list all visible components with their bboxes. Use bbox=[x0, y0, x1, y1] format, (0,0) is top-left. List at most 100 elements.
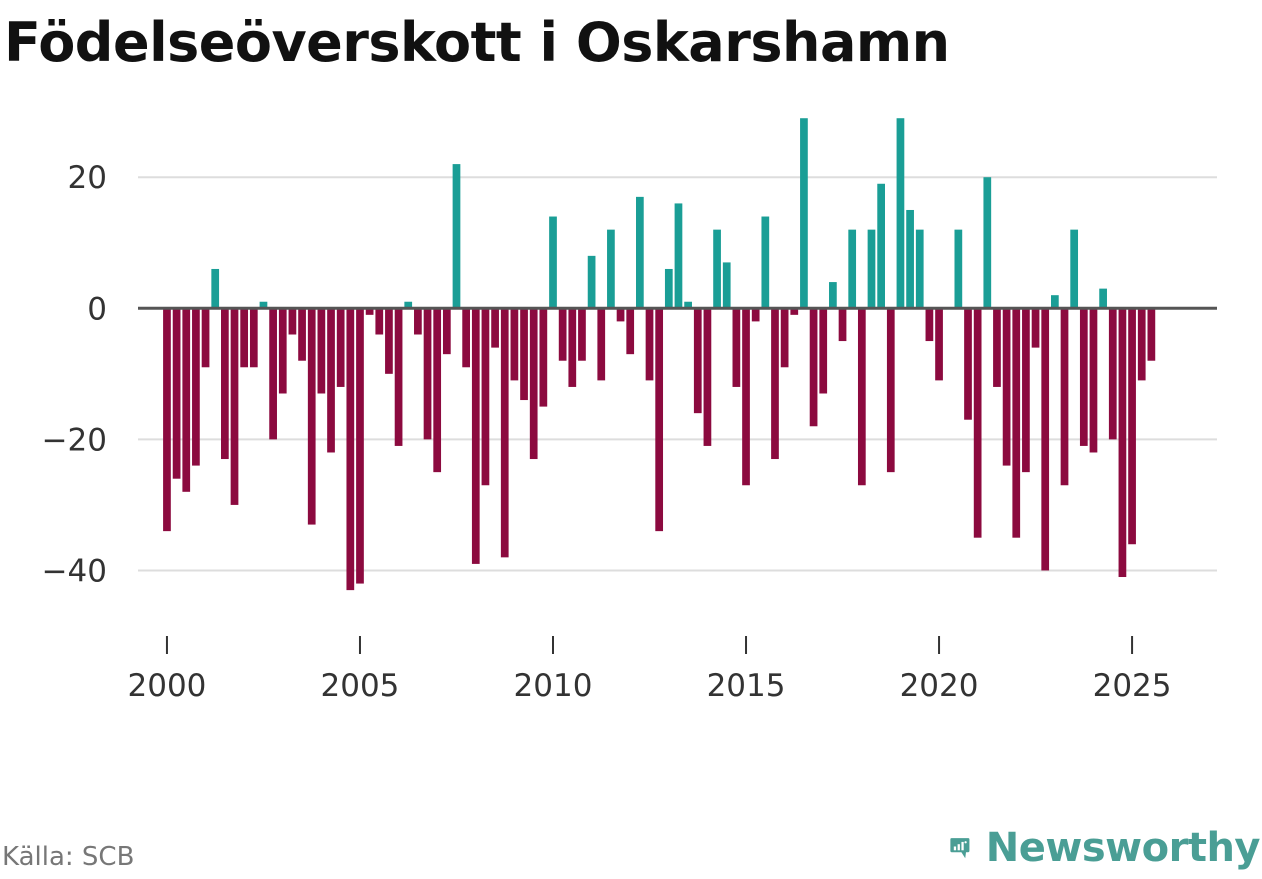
bar bbox=[886, 308, 895, 473]
bar bbox=[819, 308, 828, 394]
bar bbox=[964, 308, 972, 420]
bar bbox=[983, 177, 992, 309]
bar bbox=[182, 308, 191, 492]
bar bbox=[1060, 308, 1069, 486]
bar bbox=[211, 268, 220, 309]
bar bbox=[674, 203, 683, 309]
bar bbox=[607, 229, 615, 309]
bar bbox=[655, 308, 664, 532]
bar bbox=[848, 229, 857, 309]
bar bbox=[375, 308, 384, 335]
bar bbox=[549, 216, 557, 309]
bar bbox=[500, 308, 509, 558]
bar bbox=[394, 308, 403, 446]
x-tick-label: 2005 bbox=[321, 668, 400, 704]
bar bbox=[249, 308, 258, 368]
bar bbox=[414, 308, 422, 335]
bar bbox=[307, 308, 316, 525]
chart-title: Födelseöverskott i Oskarshamn bbox=[4, 11, 950, 74]
bar bbox=[761, 216, 770, 309]
bar bbox=[973, 308, 982, 538]
bar bbox=[1128, 308, 1136, 545]
bar bbox=[336, 308, 345, 387]
bar bbox=[616, 308, 625, 322]
bar bbox=[722, 262, 731, 309]
bar bbox=[925, 308, 934, 342]
bar bbox=[626, 308, 635, 355]
x-tick-label: 2010 bbox=[514, 668, 593, 704]
bar bbox=[278, 308, 287, 394]
y-axis: −40 −20 0 20 bbox=[42, 160, 107, 589]
bar bbox=[201, 308, 210, 368]
bar bbox=[192, 308, 200, 466]
bar bbox=[356, 308, 364, 584]
bar bbox=[1031, 308, 1040, 348]
bar bbox=[1012, 308, 1021, 538]
bar bbox=[877, 183, 885, 309]
bar bbox=[906, 209, 914, 309]
bar bbox=[578, 308, 586, 361]
bar bbox=[317, 308, 326, 394]
x-tick-label: 2000 bbox=[128, 668, 207, 704]
bar bbox=[790, 308, 799, 315]
bar bbox=[1108, 308, 1117, 440]
bar bbox=[452, 164, 461, 309]
x-tick-label: 2020 bbox=[900, 668, 979, 704]
bar bbox=[481, 308, 490, 486]
bar bbox=[780, 308, 789, 368]
y-tick-label: −20 bbox=[42, 422, 107, 458]
bar bbox=[365, 308, 374, 315]
bar bbox=[423, 308, 432, 440]
bar bbox=[993, 308, 1001, 387]
bar bbox=[597, 308, 606, 381]
bar bbox=[800, 118, 808, 309]
bar bbox=[240, 308, 249, 368]
bar bbox=[954, 229, 963, 309]
bar bbox=[163, 308, 171, 532]
bar bbox=[385, 308, 393, 374]
bar bbox=[327, 308, 335, 453]
bar bbox=[703, 308, 712, 446]
bar bbox=[1137, 308, 1146, 381]
y-tick-label: −40 bbox=[42, 553, 107, 589]
brand-name: Newsworthy bbox=[985, 825, 1261, 871]
bar bbox=[1002, 308, 1011, 466]
bar bbox=[732, 308, 741, 387]
bar bbox=[645, 308, 654, 381]
bar bbox=[829, 282, 837, 309]
bar bbox=[809, 308, 818, 427]
source-note: Källa: SCB bbox=[2, 842, 135, 872]
bar bbox=[1147, 308, 1156, 361]
bar bbox=[1070, 229, 1079, 309]
bar bbox=[172, 308, 181, 479]
bar bbox=[558, 308, 567, 361]
bar bbox=[915, 229, 924, 309]
bar bbox=[510, 308, 519, 381]
grid-lines bbox=[138, 176, 1217, 572]
bar bbox=[433, 308, 442, 473]
bars bbox=[163, 118, 1156, 591]
bar bbox=[664, 268, 673, 309]
bar bbox=[751, 308, 760, 322]
bar bbox=[442, 308, 451, 355]
x-tick-label: 2015 bbox=[707, 668, 786, 704]
bar bbox=[693, 308, 702, 414]
bar bbox=[742, 308, 750, 486]
bar bbox=[221, 308, 229, 460]
bar bbox=[471, 308, 480, 564]
newsworthy-logo: Newsworthy bbox=[950, 818, 1261, 878]
bar bbox=[1041, 308, 1050, 571]
bar bbox=[230, 308, 239, 505]
bar bbox=[520, 308, 528, 401]
bar bbox=[838, 308, 847, 342]
bar bbox=[259, 301, 268, 309]
bar bbox=[587, 255, 596, 309]
bar bbox=[771, 308, 779, 460]
y-tick-label: 0 bbox=[87, 291, 107, 327]
bar bbox=[1118, 308, 1127, 578]
bar bbox=[935, 308, 943, 381]
bar bbox=[404, 301, 413, 309]
bar bbox=[1079, 308, 1088, 446]
bar bbox=[298, 308, 306, 361]
